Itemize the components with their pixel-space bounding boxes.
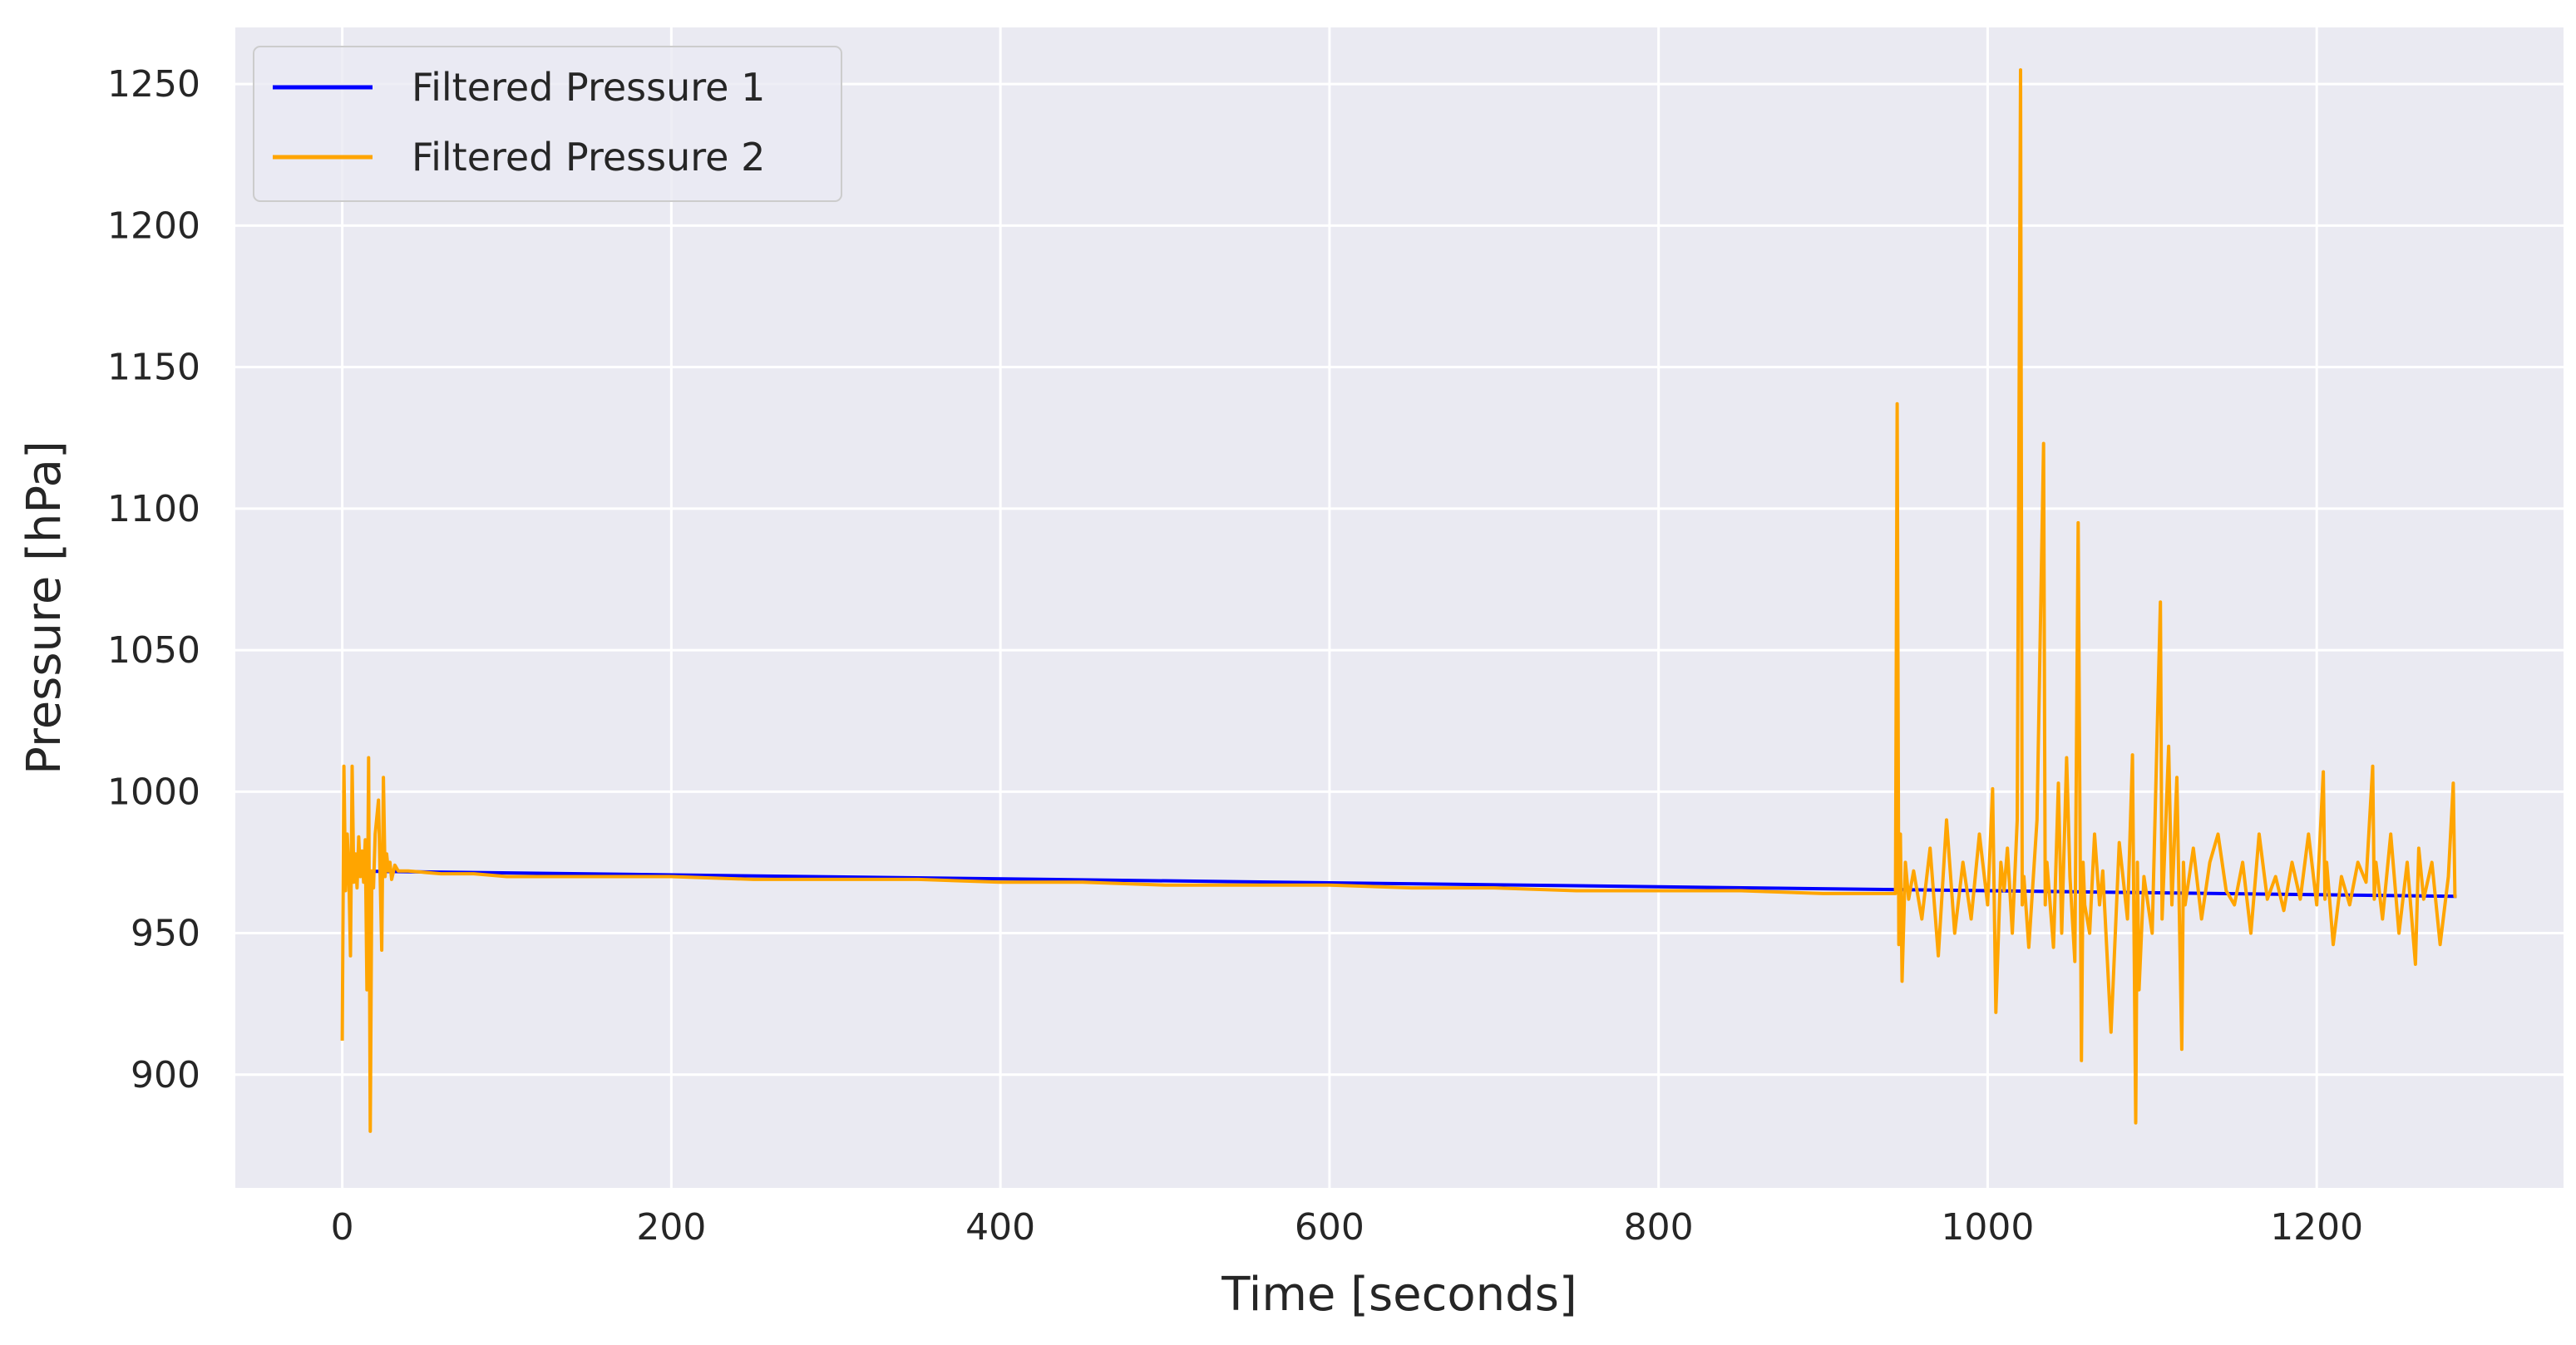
y-tick-label: 1150 <box>107 347 200 389</box>
y-tick-labels: 900 950 1000 1050 1100 1150 1200 1250 <box>107 63 200 1096</box>
series-layer <box>340 68 2457 1133</box>
x-tick-label: 600 <box>1295 1206 1364 1249</box>
x-tick-label: 1000 <box>1941 1206 2034 1249</box>
x-tick-label: 200 <box>636 1206 706 1249</box>
legend-label-series-2: Filtered Pressure 2 <box>412 135 765 180</box>
y-tick-label: 900 <box>131 1054 200 1096</box>
legend-box <box>253 46 842 202</box>
y-tick-label: 950 <box>131 913 200 955</box>
plot-area <box>235 27 2564 1188</box>
x-axis-label: Time [seconds] <box>1221 1268 1577 1322</box>
series-line-2 <box>340 68 2457 1133</box>
x-tick-labels: 0 200 400 600 800 1000 1200 <box>331 1206 2364 1249</box>
x-tick-label: 1200 <box>2270 1206 2363 1249</box>
y-tick-label: 1000 <box>107 771 200 813</box>
y-tick-label: 1100 <box>107 488 200 530</box>
legend-label-series-1: Filtered Pressure 1 <box>412 65 765 110</box>
x-tick-label: 0 <box>331 1206 354 1249</box>
x-tick-label: 800 <box>1624 1206 1694 1249</box>
y-tick-label: 1050 <box>107 629 200 672</box>
legend: Filtered Pressure 1 Filtered Pressure 2 <box>253 46 842 202</box>
x-tick-label: 400 <box>965 1206 1035 1249</box>
y-tick-label: 1250 <box>107 63 200 106</box>
y-tick-label: 1200 <box>107 204 200 247</box>
y-axis-label: Pressure [hPa] <box>17 441 72 775</box>
